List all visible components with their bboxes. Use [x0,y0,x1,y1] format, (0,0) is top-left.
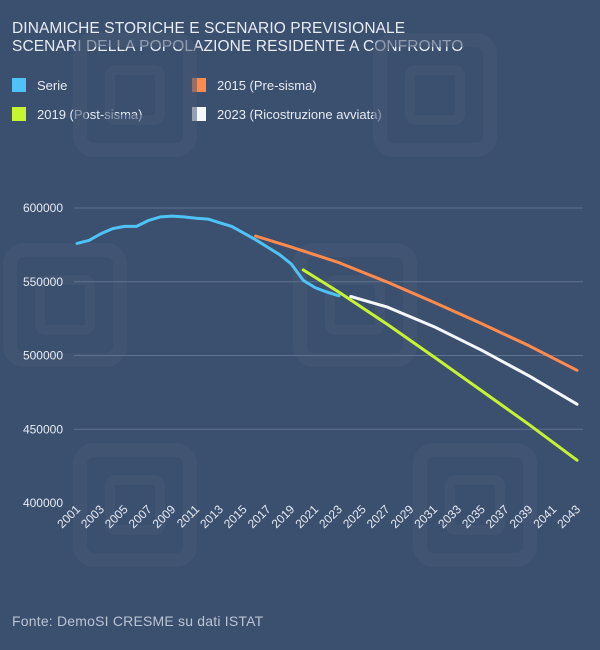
legend-item-serie[interactable]: Serie [12,77,67,93]
x-tick-label: 2043 [554,502,583,531]
y-axis-ticks: 400000 450000 500000 550000 600000 [23,201,63,510]
y-tick-label: 500000 [23,349,63,363]
watermark-logo [73,33,197,157]
legend-swatch-2019 [12,107,26,121]
watermark-logo [413,443,537,567]
x-tick-label: 2013 [197,502,226,531]
x-tick-label: 2017 [245,502,274,531]
watermark-logo [3,243,127,367]
x-tick-label: 2029 [388,502,417,531]
x-tick-label: 2019 [269,502,298,531]
series-line-0[interactable] [75,214,341,298]
watermark-logo [373,33,497,157]
y-tick-label: 400000 [23,496,63,510]
background-watermark-pattern [3,33,537,567]
y-tick-label: 600000 [23,201,63,215]
x-tick-label: 2027 [364,502,393,531]
series-lines [75,214,579,462]
legend-swatch-serie [12,78,26,92]
series-line-2[interactable] [301,268,579,462]
x-tick-label: 2021 [292,502,321,531]
watermark-logo [73,443,197,567]
y-tick-label: 450000 [23,422,63,436]
legend-label-2015: 2015 (Pre-sisma) [217,77,317,93]
x-tick-label: 2015 [221,502,250,531]
legend-label-serie: Serie [37,77,68,93]
grid-lines [74,207,583,430]
legend-label-2023: 2023 (Ricostruzione avviata) [217,106,382,122]
x-tick-label: 2025 [340,502,369,531]
watermark-logo [293,243,417,367]
chart-title-line-1: DINAMICHE STORICHE E SCENARIO PREVISIONA… [12,20,406,37]
series-line-1[interactable] [254,234,579,372]
y-tick-label: 550000 [23,275,63,289]
series-line-3[interactable] [349,295,579,406]
source-note: Fonte: DemoSI CRESME su dati ISTAT [12,613,264,629]
x-tick-label: 2023 [316,502,345,531]
